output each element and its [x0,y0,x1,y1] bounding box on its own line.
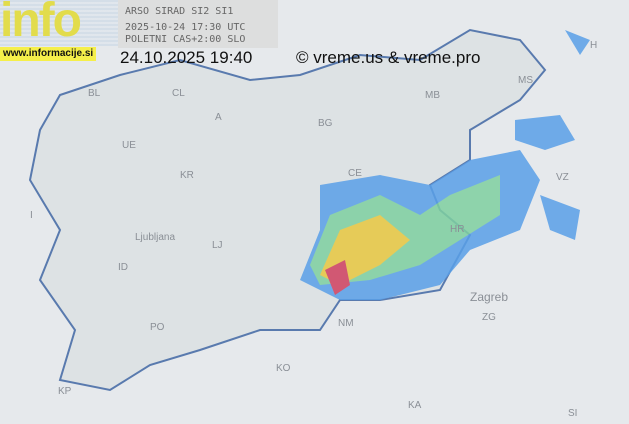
local-time-note: POLETNI CAS+2:00 SLO [125,34,246,45]
map-label: ID [118,262,128,273]
radar-echoes [300,30,590,300]
map-label: LJ [212,240,223,251]
info-logo: info [0,0,82,47]
map-label: KO [276,363,291,374]
map-label: PO [150,322,165,333]
website-link[interactable]: www.informacije.si [0,47,97,61]
map-label: A [215,112,222,123]
map-label: SI [568,408,578,419]
map-label: MS [518,75,533,86]
local-datetime: 24.10.2025 19:40 [120,48,253,67]
map-label: Ljubljana [135,232,176,243]
logo-background [0,0,118,46]
map-label: HR [450,224,465,235]
map-label: Zagreb [470,290,509,304]
map-label: CL [172,88,185,99]
map-label: H [590,40,598,51]
map-label: KP [58,386,72,397]
map-label: KR [180,170,194,181]
map-label: UE [122,140,136,151]
map-label: ZG [482,312,496,323]
radar-source: ARSO SIRAD SI2 SI1 [125,6,234,17]
map-label: KA [408,400,422,411]
copyright: © vreme.us & vreme.pro [296,48,481,67]
map-label: BL [88,88,101,99]
map-label: NM [338,318,354,329]
map-label: CE [348,168,362,179]
map-label: MB [425,90,440,101]
header-panel [118,0,278,48]
utc-time: 2025-10-24 17:30 UTC [125,22,246,33]
map-label: VZ [556,172,569,183]
map-label: I [30,210,33,221]
map-label: BG [318,118,333,129]
